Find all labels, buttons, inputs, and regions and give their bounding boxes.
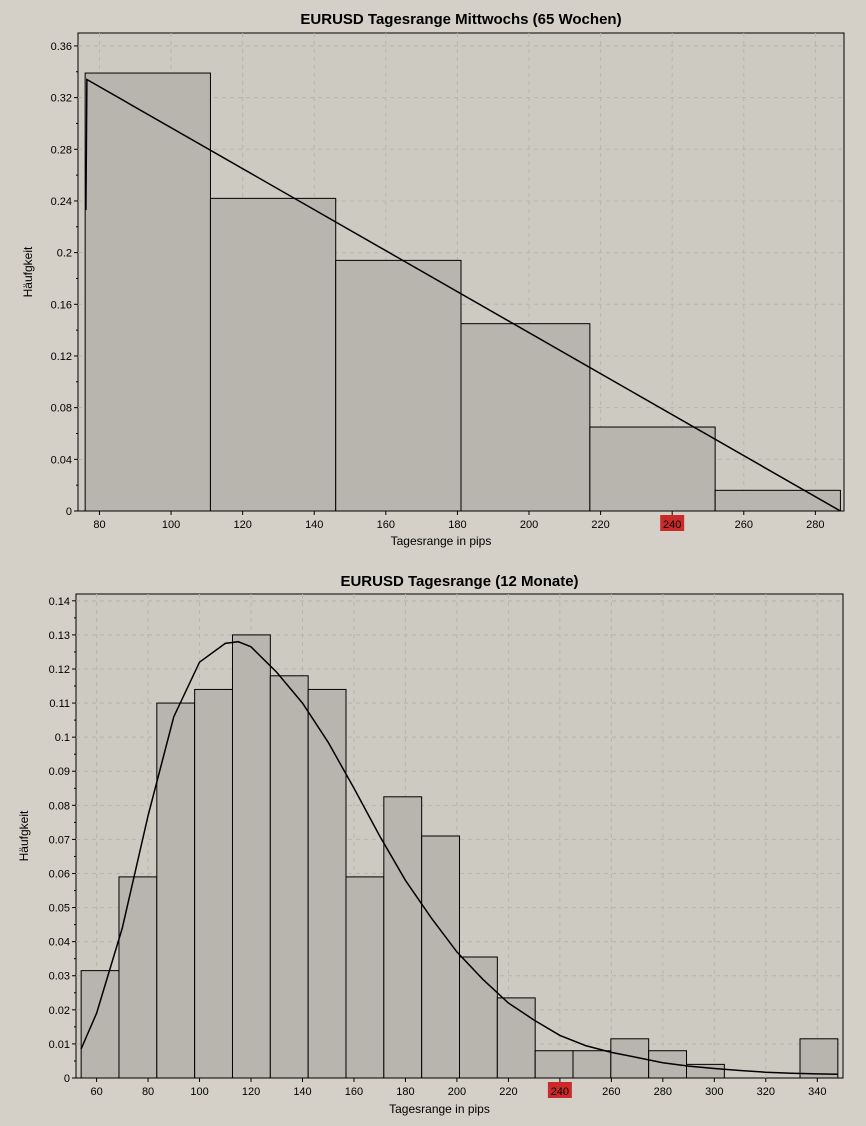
y-axis-label: Häufgkeit [21,246,35,297]
histogram-bar [421,835,460,1079]
fit-curve [85,78,841,512]
y-tick-label: 0.09 [49,766,70,778]
y-tick-label: 0.14 [49,596,70,608]
histogram-bar [80,970,120,1079]
histogram-bar [460,323,591,512]
y-tick-label: 0.2 [57,248,72,260]
histogram-bar [345,876,385,1079]
x-tick-label: 200 [448,1086,466,1098]
histogram-bar [231,634,271,1079]
y-tick-label: 0.11 [49,698,70,710]
x-tick-label: 240 [663,519,681,531]
x-axis-label: Tagesrange in pips [391,534,492,548]
chart-1: 80 100 120 140 160 180 200 220 240 260 280 0 0.04 0.0… [21,11,845,548]
x-tick-label: 340 [808,1086,826,1098]
x-tick-label: 140 [305,519,323,531]
x-tick-label: 120 [242,1086,260,1098]
histogram-bar [459,956,498,1079]
histogram-bar [209,197,337,512]
y-tick-label: 0 [64,1073,70,1085]
histogram-bar [799,1038,839,1079]
x-tick-label: 260 [735,519,753,531]
highlight-tick-marker [547,1082,572,1098]
histogram-bar [383,796,423,1079]
x-tick-label: 120 [233,519,251,531]
y-tick-label: 0.36 [51,41,72,53]
x-tick-label: 160 [377,519,395,531]
x-tick-label: 220 [499,1086,517,1098]
histogram-bar [84,72,211,512]
y-tick-label: 0.07 [49,834,70,846]
fit-curve [80,640,838,1076]
y-tick-label: 0.28 [51,144,72,156]
x-tick-label: 60 [90,1086,102,1098]
x-tick-label: 260 [602,1086,620,1098]
x-axis-label: Tagesrange in pips [389,1102,490,1116]
y-tick-label: 0.04 [49,937,70,949]
y-tick-label: 0.06 [49,868,70,880]
x-tick-label: 300 [705,1086,723,1098]
histogram-bar [714,489,841,512]
histogram-bar [589,426,716,512]
histogram-bar [335,259,462,512]
x-tick-label: 80 [142,1086,154,1098]
chart-title: EURUSD Tagesrange Mittwochs (65 Wochen) [300,11,621,28]
x-tick-label: 140 [293,1086,311,1098]
y-tick-label: 0.04 [51,454,72,466]
y-tick-label: 0.12 [51,351,72,363]
x-tick-label: 80 [93,519,105,531]
x-tick-label: 320 [757,1086,775,1098]
y-tick-label: 0.02 [49,1005,70,1017]
x-tick-label: 240 [551,1086,569,1098]
histogram-bar [156,702,196,1079]
x-tick-label: 280 [654,1086,672,1098]
highlight-tick-marker [660,515,685,531]
y-tick-label: 0.1 [55,732,70,744]
x-tick-label: 200 [520,519,538,531]
y-tick-label: 0 [66,506,72,518]
y-tick-label: 0.08 [51,403,72,415]
chart-2: 60 80 100 120 140 160 180 200 220 240 260 280 300 320… [17,573,844,1116]
histogram-bar [572,1050,612,1079]
y-tick-label: 0.01 [49,1039,70,1051]
chart-title: EURUSD Tagesrange (12 Monate) [340,573,578,590]
y-tick-label: 0.03 [49,971,70,983]
y-tick-label: 0.08 [49,800,70,812]
y-tick-label: 0.05 [49,903,70,915]
histogram-bar [496,997,536,1079]
histogram-bar [269,675,309,1079]
x-tick-label: 160 [345,1086,363,1098]
x-tick-label: 180 [448,519,466,531]
histogram-bar [194,688,233,1079]
histogram-bar [118,876,158,1079]
y-tick-label: 0.24 [51,196,72,208]
x-tick-label: 180 [396,1086,414,1098]
y-tick-label: 0.13 [49,630,70,642]
histogram-bar [534,1050,574,1079]
x-tick-label: 220 [591,519,609,531]
x-tick-label: 280 [806,519,824,531]
y-tick-label: 0.16 [51,299,72,311]
y-axis-label: Häufgkeit [17,810,31,861]
x-tick-label: 100 [162,519,180,531]
y-tick-label: 0.12 [49,664,70,676]
histogram-bar [307,688,347,1079]
histogram-bar [686,1063,725,1079]
x-tick-label: 100 [190,1086,208,1098]
y-tick-label: 0.32 [51,93,72,105]
